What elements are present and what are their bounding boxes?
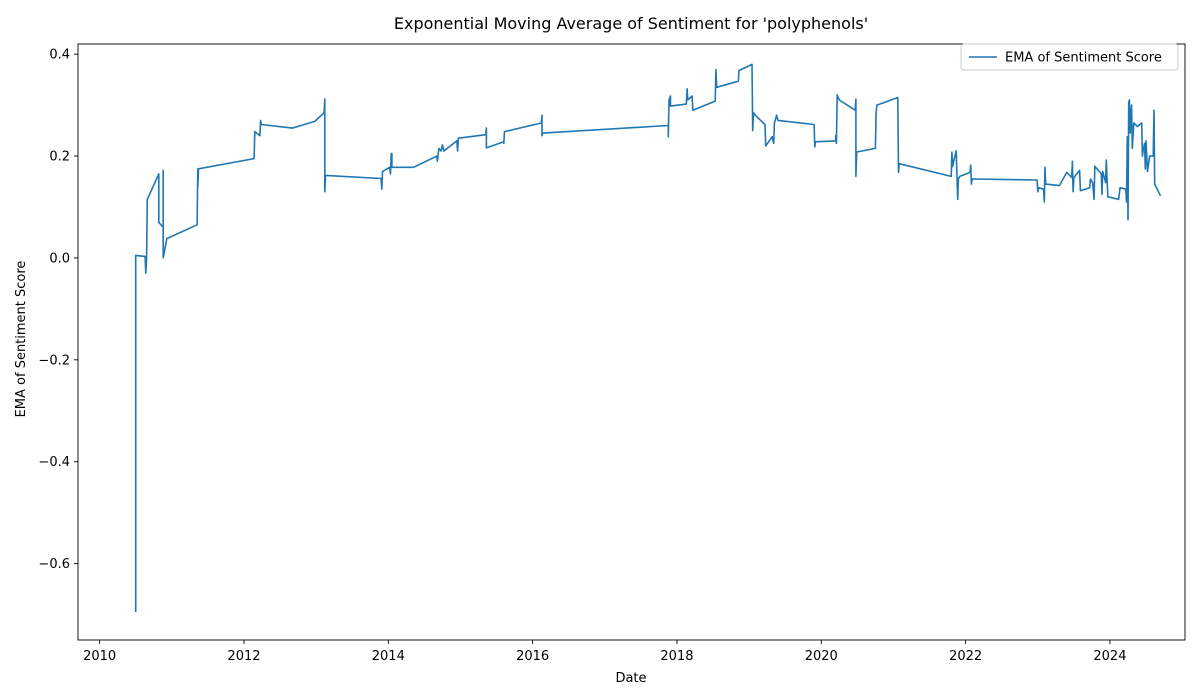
x-tick-label: 2024 — [1093, 649, 1126, 664]
y-tick-label: 0.0 — [49, 251, 70, 266]
x-axis: 2010 2012 2014 2016 2018 2020 2022 2024 — [83, 640, 1126, 664]
plot-frame — [77, 43, 1186, 641]
legend-label: EMA of Sentiment Score — [1005, 51, 1162, 66]
x-tick-label: 2016 — [516, 649, 549, 664]
y-tick-label: 0.4 — [49, 48, 70, 63]
x-tick-label: 2010 — [83, 649, 116, 664]
ema-series-line — [134, 63, 1162, 612]
y-tick-label: −0.2 — [38, 353, 70, 368]
chart-title: Exponential Moving Average of Sentiment … — [394, 14, 868, 33]
x-tick-label: 2014 — [372, 649, 405, 664]
y-axis: −0.6 −0.4 −0.2 0.0 0.2 0.4 — [38, 48, 78, 572]
legend: EMA of Sentiment Score — [960, 43, 1179, 71]
x-tick-label: 2012 — [227, 649, 260, 664]
y-tick-label: −0.6 — [38, 557, 70, 572]
x-tick-label: 2020 — [805, 649, 838, 664]
x-tick-label: 2022 — [949, 649, 982, 664]
legend-box — [960, 43, 1179, 71]
y-tick-label: 0.2 — [49, 150, 70, 165]
x-tick-label: 2018 — [660, 649, 693, 664]
x-axis-title: Date — [615, 671, 646, 686]
y-tick-label: −0.4 — [38, 455, 70, 470]
y-axis-title: EMA of Sentiment Score — [14, 261, 29, 418]
